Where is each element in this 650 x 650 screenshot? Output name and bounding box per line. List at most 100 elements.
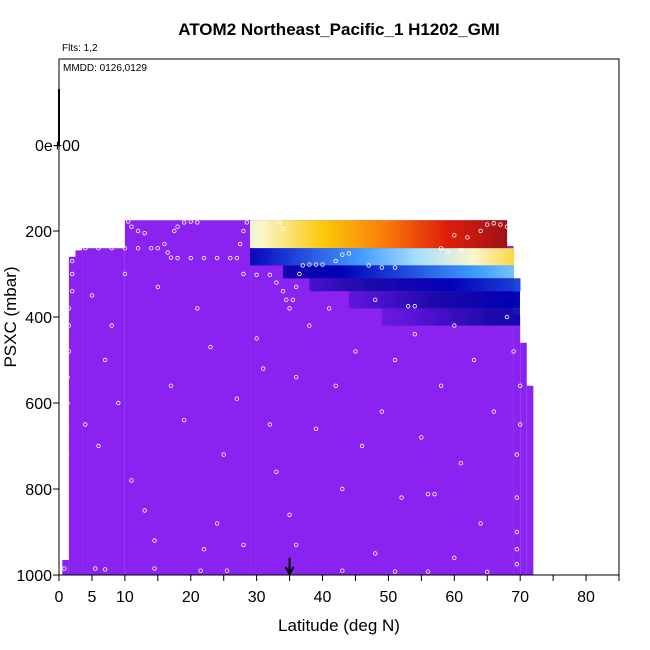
- heatmap-cell: [320, 220, 322, 249]
- heatmap-cell: [371, 278, 373, 292]
- track-point: [280, 289, 286, 294]
- heatmap-cell: [453, 291, 455, 309]
- track-point: [438, 245, 444, 251]
- heatmap-cell: [478, 291, 480, 309]
- heatmap-cell: [420, 248, 422, 266]
- dates-note: MMDD: 0126,0129: [63, 63, 147, 74]
- heatmap-cell: [272, 220, 274, 249]
- heatmap-cell: [331, 265, 333, 279]
- heatmap-cell: [506, 248, 508, 266]
- heatmap-cell: [370, 248, 372, 266]
- heatmap-cell: [487, 278, 489, 292]
- heatmap-cell: [334, 278, 336, 292]
- heatmap-cell: [358, 265, 360, 279]
- heatmap-cell: [360, 291, 362, 309]
- heatmap-cell: [427, 220, 429, 249]
- heatmap-cell: [336, 265, 338, 279]
- heatmap-cell: [256, 220, 258, 249]
- heatmap-cell: [359, 278, 361, 292]
- heatmap-cell: [512, 248, 514, 266]
- track-point: [195, 306, 200, 311]
- heatmap-cell: [280, 220, 282, 249]
- heatmap-cell: [282, 220, 284, 249]
- track-point: [425, 569, 431, 574]
- heatmap-cell: [345, 248, 347, 266]
- heatmap-cell: [389, 291, 391, 309]
- heatmap-cell: [375, 291, 377, 309]
- heatmap-cell: [464, 265, 466, 279]
- heatmap-cell: [361, 248, 363, 266]
- heatmap-cell: [399, 308, 401, 326]
- latitude-marker-arrowhead: [284, 566, 295, 577]
- heatmap-cell: [291, 265, 293, 279]
- heatmap-cell: [333, 278, 335, 292]
- heatmap-cell: [450, 291, 452, 309]
- x-tick-label: 20: [182, 589, 200, 606]
- heatmap-cell: [314, 278, 316, 292]
- heatmap-cell: [382, 248, 384, 266]
- y-tick-label: 800: [25, 482, 52, 499]
- heatmap-cell: [416, 248, 418, 266]
- x-axis-label: Latitude (deg N): [278, 616, 400, 635]
- heatmap-cell: [491, 308, 493, 326]
- heatmap-cell: [465, 220, 467, 249]
- heatmap-cell: [355, 220, 357, 249]
- heatmap-cell: [452, 308, 454, 326]
- heatmap-cell: [381, 308, 383, 326]
- track-point: [228, 255, 233, 261]
- heatmap-cell: [474, 265, 476, 279]
- heatmap-cell: [252, 248, 254, 266]
- heatmap-cell: [305, 220, 307, 249]
- heatmap-cell: [259, 220, 261, 249]
- heatmap-cell: [382, 278, 384, 292]
- heatmap-cell: [445, 220, 447, 249]
- heatmap-cell: [286, 265, 288, 279]
- track-point: [485, 222, 490, 227]
- heatmap-cell: [338, 220, 340, 249]
- heatmap-cell: [429, 291, 431, 309]
- heatmap-cell: [467, 308, 469, 326]
- heatmap-cell: [325, 220, 327, 249]
- heatmap-cell: [393, 265, 395, 279]
- heatmap-cell: [312, 220, 314, 249]
- track-point: [129, 224, 134, 229]
- heatmap-cell: [269, 220, 271, 249]
- track-point: [261, 366, 266, 371]
- track-point: [214, 521, 220, 526]
- track-point: [195, 220, 200, 225]
- heatmap-cell: [473, 278, 475, 292]
- heatmap-cell: [481, 278, 483, 292]
- heatmap-cell: [504, 220, 506, 249]
- track-point: [201, 547, 207, 552]
- heatmap-cell: [434, 308, 436, 326]
- heatmap-cell: [411, 278, 413, 292]
- heatmap-cell: [349, 248, 351, 266]
- heatmap-cell: [301, 220, 303, 249]
- track-point: [458, 248, 464, 253]
- heatmap-cell: [502, 308, 504, 326]
- heatmap-cell: [390, 265, 392, 279]
- heatmap-cell: [353, 291, 355, 309]
- heatmap-cell: [499, 308, 501, 326]
- heatmap-cell: [433, 248, 435, 266]
- heatmap-cell: [434, 291, 436, 309]
- heatmap-cell: [374, 265, 376, 279]
- heatmap-cell: [363, 248, 365, 266]
- track-point: [274, 215, 279, 221]
- heatmap-cell: [483, 308, 485, 326]
- heatmap-cell: [389, 278, 391, 292]
- heatmap-cell: [496, 265, 498, 279]
- heatmap-cell: [277, 248, 279, 266]
- heatmap-cell: [279, 248, 281, 266]
- heatmap-cell: [293, 265, 295, 279]
- track-point: [366, 263, 371, 268]
- heatmap-cell: [369, 265, 371, 279]
- heatmap-cell: [348, 220, 350, 249]
- heatmap-cell: [499, 278, 501, 292]
- heatmap-cell: [490, 308, 492, 326]
- heatmap-cell: [354, 265, 356, 279]
- heatmap-cell: [406, 308, 408, 326]
- heatmap-cell: [373, 265, 375, 279]
- heatmap-cell: [347, 248, 349, 266]
- heatmap-cell: [420, 291, 422, 309]
